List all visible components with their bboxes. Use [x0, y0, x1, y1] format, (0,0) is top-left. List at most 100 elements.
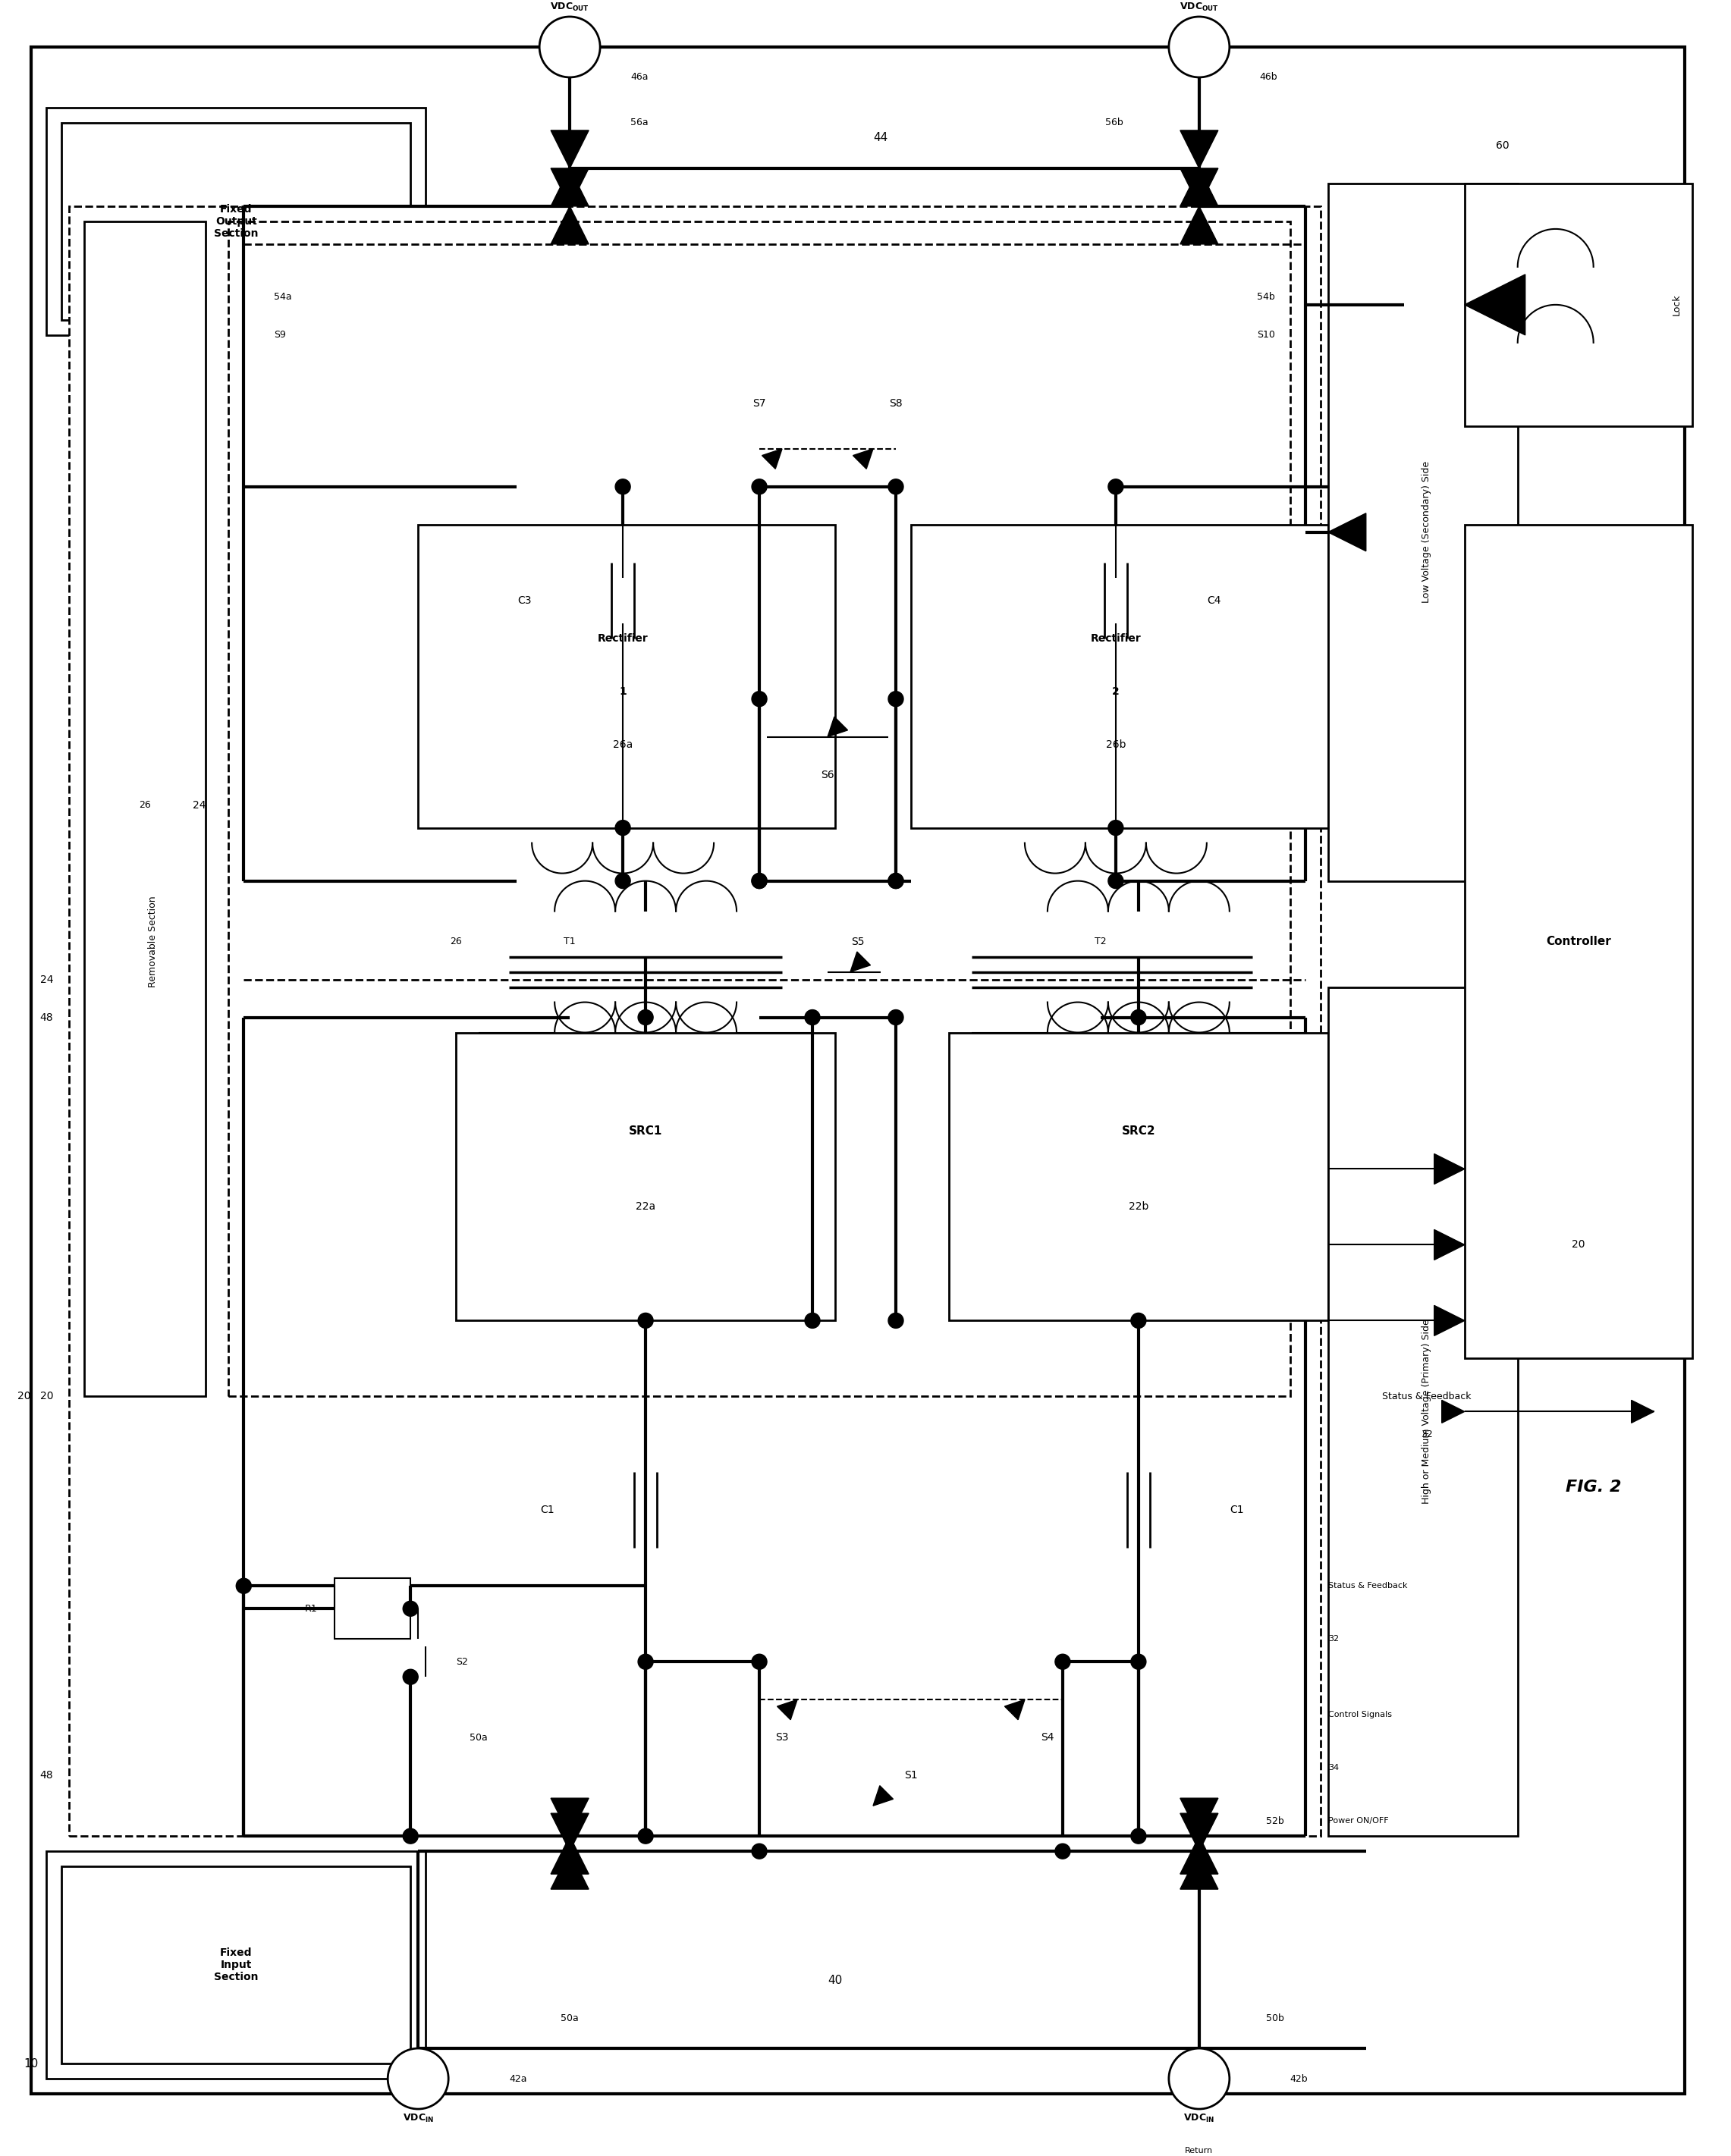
Text: 10: 10	[24, 2057, 38, 2070]
Circle shape	[639, 1313, 653, 1328]
Text: 20: 20	[1572, 1240, 1586, 1250]
Text: 32: 32	[1421, 1429, 1433, 1440]
Text: 20: 20	[17, 1391, 31, 1401]
Text: T1: T1	[564, 936, 576, 946]
Text: S9: S9	[273, 330, 286, 341]
Bar	[47, 1852, 426, 2078]
Circle shape	[888, 1313, 904, 1328]
Polygon shape	[550, 1798, 589, 1837]
Polygon shape	[550, 129, 589, 168]
Circle shape	[1168, 2048, 1229, 2109]
Polygon shape	[1435, 1229, 1464, 1259]
Circle shape	[403, 1669, 419, 1684]
Text: 1: 1	[620, 686, 627, 696]
Text: 26b: 26b	[1106, 740, 1125, 750]
Text: S2: S2	[455, 1656, 467, 1667]
Text: Rectifier: Rectifier	[1091, 634, 1141, 645]
Text: S3: S3	[775, 1731, 789, 1742]
Text: Rectifier: Rectifier	[597, 634, 647, 645]
Bar	[455, 1033, 834, 1322]
Circle shape	[751, 873, 767, 888]
Circle shape	[888, 692, 904, 707]
Polygon shape	[1181, 1852, 1219, 1889]
Bar	[47, 108, 426, 334]
Polygon shape	[1435, 1153, 1464, 1184]
Text: Fixed
Input
Section: Fixed Input Section	[215, 1947, 258, 1984]
Circle shape	[1108, 873, 1123, 888]
Circle shape	[751, 873, 767, 888]
Text: Status & Feedback: Status & Feedback	[1328, 1583, 1407, 1589]
Polygon shape	[850, 951, 871, 972]
Circle shape	[751, 1654, 767, 1669]
Polygon shape	[1181, 1798, 1219, 1837]
Polygon shape	[550, 207, 589, 244]
Text: 24: 24	[192, 800, 206, 811]
Text: 26: 26	[450, 936, 462, 946]
Text: C3: C3	[518, 595, 531, 606]
Circle shape	[639, 1654, 653, 1669]
Circle shape	[888, 1009, 904, 1024]
Polygon shape	[872, 1785, 893, 1807]
Text: Return: Return	[1186, 2147, 1213, 2154]
Polygon shape	[550, 1852, 589, 1889]
Text: 2: 2	[1111, 686, 1120, 696]
Polygon shape	[1004, 1699, 1025, 1720]
Text: 60: 60	[1496, 140, 1509, 151]
Text: Controller: Controller	[1546, 936, 1612, 946]
Polygon shape	[1631, 1399, 1655, 1423]
Polygon shape	[550, 168, 589, 207]
Bar	[911, 524, 1328, 828]
Circle shape	[751, 479, 767, 494]
Circle shape	[639, 1828, 653, 1843]
Text: 46a: 46a	[630, 73, 647, 82]
Polygon shape	[1181, 168, 1219, 207]
Circle shape	[615, 479, 630, 494]
Circle shape	[615, 819, 630, 834]
Text: Control Signals: Control Signals	[1328, 1712, 1392, 1718]
Text: 52a: 52a	[561, 1815, 578, 1826]
Text: Low Voltage (Secondary) Side: Low Voltage (Secondary) Side	[1421, 461, 1432, 604]
Circle shape	[388, 2048, 448, 2109]
Circle shape	[1168, 17, 1229, 78]
Text: 50a: 50a	[469, 1733, 488, 1742]
Circle shape	[751, 1843, 767, 1858]
Text: 32: 32	[1328, 1634, 1338, 1643]
Polygon shape	[1181, 1837, 1219, 1874]
Polygon shape	[1181, 129, 1219, 168]
Circle shape	[1130, 1313, 1146, 1328]
Text: 56b: 56b	[1106, 119, 1123, 127]
Text: T2: T2	[1094, 936, 1106, 946]
Text: S8: S8	[890, 399, 902, 410]
Circle shape	[888, 873, 904, 888]
Text: R1: R1	[305, 1604, 317, 1613]
Text: 50a: 50a	[561, 2014, 578, 2022]
Text: 52b: 52b	[1265, 1815, 1284, 1826]
Bar	[62, 1867, 410, 2063]
Text: 34: 34	[1328, 1764, 1338, 1772]
Text: FIG. 2: FIG. 2	[1565, 1479, 1622, 1494]
Bar	[949, 1033, 1328, 1322]
Text: 48: 48	[40, 1011, 54, 1022]
Polygon shape	[1181, 168, 1219, 207]
Polygon shape	[550, 1837, 589, 1874]
Bar	[419, 524, 834, 828]
Text: 48: 48	[40, 1770, 54, 1781]
Text: High or Medium Voltage (Primary) Side: High or Medium Voltage (Primary) Side	[1421, 1319, 1432, 1505]
Text: C1: C1	[1229, 1505, 1243, 1516]
Text: Lock: Lock	[1672, 293, 1683, 315]
Text: 42a: 42a	[509, 2074, 526, 2083]
Circle shape	[1056, 1654, 1070, 1669]
Text: Power ON/OFF: Power ON/OFF	[1328, 1818, 1388, 1824]
Text: S5: S5	[852, 936, 864, 946]
Text: 22a: 22a	[635, 1201, 656, 1212]
Circle shape	[805, 1313, 820, 1328]
Circle shape	[1108, 819, 1123, 834]
Circle shape	[235, 1578, 251, 1593]
Circle shape	[805, 1009, 820, 1024]
Text: C1: C1	[540, 1505, 554, 1516]
Bar	[334, 1578, 410, 1639]
Text: 54a: 54a	[273, 293, 293, 302]
Polygon shape	[853, 448, 872, 468]
Text: 26: 26	[138, 800, 151, 811]
Text: S4: S4	[1040, 1731, 1054, 1742]
